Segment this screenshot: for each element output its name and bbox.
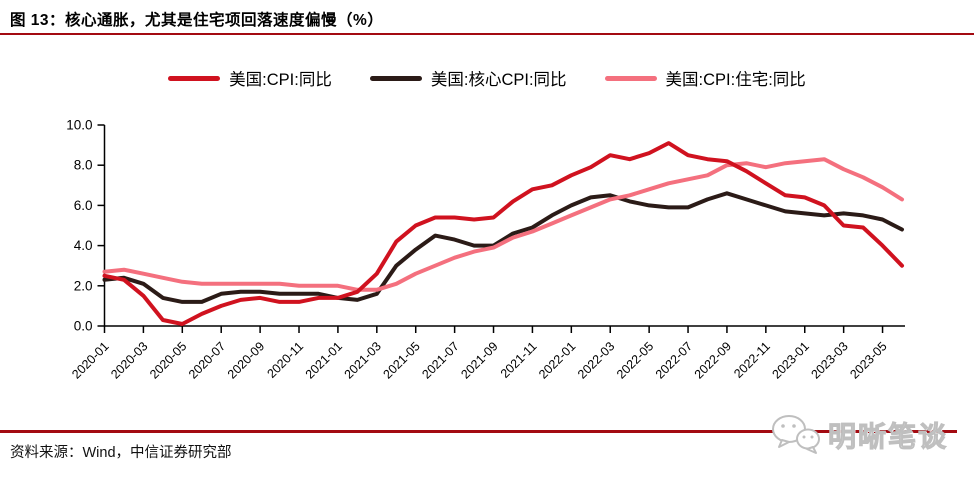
legend-swatch-2 [604, 75, 657, 81]
cpi-line-chart: 0.0 2.0 4.0 6.0 8.0 10.0 2020-012020-032020-05… [66, 118, 905, 382]
x-axis-label: 2021-03 [342, 339, 384, 381]
series-line-0 [102, 141, 904, 326]
x-axis-label: 2023-05 [847, 339, 889, 381]
x-axis-label: 2020-01 [69, 339, 111, 381]
series-line-2 [102, 157, 904, 292]
wechat-icon [771, 415, 820, 454]
legend-label-1: 美国:核心CPI:同比 [430, 71, 567, 89]
x-axis-label: 2023-03 [808, 339, 850, 381]
x-axis-label: 2022-11 [731, 339, 773, 381]
x-axis-label: 2020-09 [225, 339, 267, 381]
x-axis-label: 2020-07 [186, 339, 228, 381]
legend-item-2: 美国:CPI:住宅:同比 [604, 66, 806, 90]
x-axis-label: 2022-05 [614, 339, 656, 381]
x-axis-label: 2022-07 [653, 339, 695, 381]
y-axis-label: 8.0 [74, 158, 93, 173]
legend-label-0: 美国:CPI:同比 [229, 71, 332, 89]
x-axis-label: 2023-01 [770, 339, 812, 381]
footer-rule [0, 430, 957, 433]
y-axis-label: 0.0 [74, 319, 93, 334]
axes [103, 125, 905, 327]
legend-item-0: 美国:CPI:同比 [168, 66, 332, 90]
legend-swatch-1 [369, 75, 422, 81]
watermark: 明晰笔谈 [770, 413, 948, 457]
chart-area: 0.0 2.0 4.0 6.0 8.0 10.0 2020-01 2020-03 2020-05… [0, 105, 974, 420]
x-axis-label: 2021-07 [419, 339, 461, 381]
series-line-1 [102, 191, 904, 304]
legend-item-1: 美国:核心CPI:同比 [369, 66, 567, 90]
x-axis-label: 2022-03 [575, 339, 617, 381]
x-axis-label: 2022-09 [692, 339, 734, 381]
x-axis-label: 2020-03 [108, 339, 150, 381]
x-axis-label: 2020-11 [264, 339, 306, 381]
page-title: 图 13：核心通胀，尤其是住宅项回落速度偏慢（%） [10, 12, 384, 29]
legend-swatch-0 [168, 75, 221, 81]
source-note: 资料来源：Wind，中信证券研究部 [10, 445, 232, 461]
chart-legend: 美国:CPI:同比 美国:核心CPI:同比 美国:CPI:住宅:同比 [0, 66, 974, 90]
legend-label-2: 美国:CPI:住宅:同比 [665, 71, 806, 89]
watermark-label: 明晰笔谈 [827, 421, 948, 453]
x-axis-label: 2021-01 [303, 339, 345, 381]
y-axis-label: 6.0 [74, 198, 93, 213]
y-axis-label: 2.0 [74, 278, 93, 293]
title-rule [0, 33, 974, 35]
x-axis-label: 2020-05 [147, 339, 189, 381]
x-axis-label: 2022-01 [536, 339, 578, 381]
y-axis-label: 4.0 [74, 238, 93, 253]
x-axis-label: 2021-09 [458, 339, 500, 381]
x-axis-label: 2021-11 [498, 339, 540, 381]
y-axis-label: 10.0 [66, 118, 92, 133]
x-axis-label: 2021-05 [381, 339, 423, 381]
